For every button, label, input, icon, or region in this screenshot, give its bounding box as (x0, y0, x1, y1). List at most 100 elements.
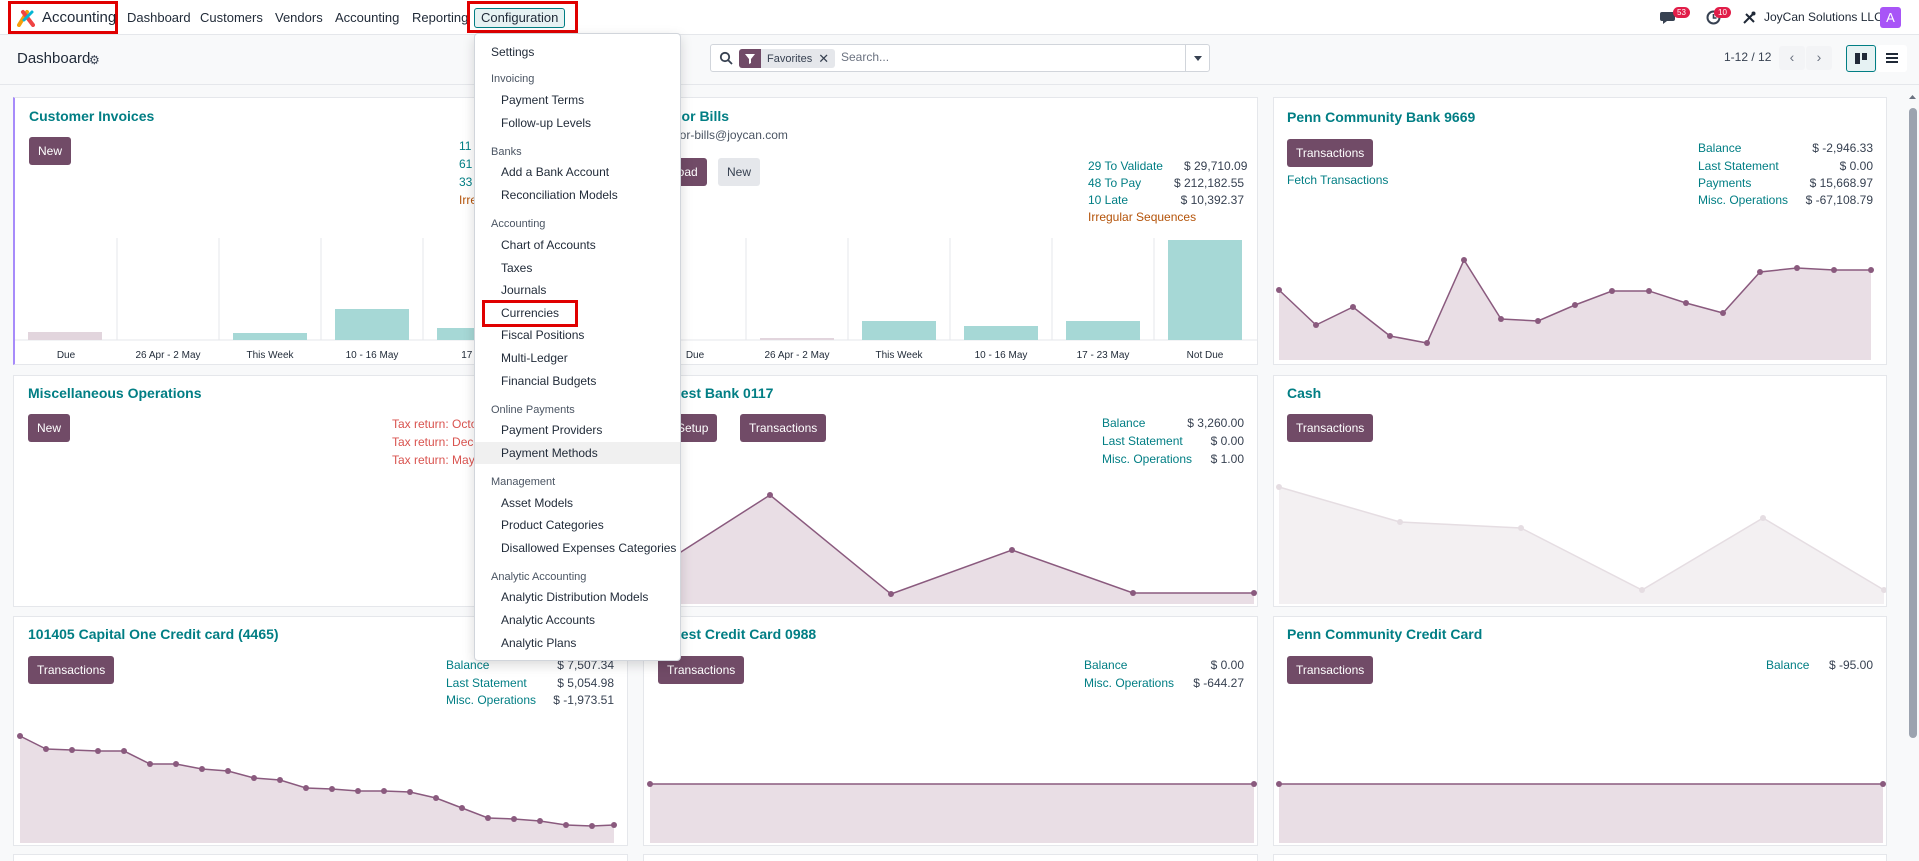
section-header-banks: Banks (491, 146, 522, 158)
misc-operations-label[interactable]: Misc. Operations (1102, 452, 1193, 466)
search-facet-favorites[interactable]: Favorites ✕ (739, 49, 836, 68)
balance-label[interactable]: Balance (446, 658, 490, 672)
menu-customers[interactable]: Customers (200, 10, 263, 25)
tax-return-item[interactable]: Tax return: Octo (392, 417, 478, 431)
search-icon[interactable] (719, 51, 733, 65)
kanban-view-button[interactable] (1846, 45, 1876, 72)
misc-operations-label[interactable]: Misc. Operations (1084, 676, 1175, 690)
card-title[interactable]: Miscellaneous Operations (28, 385, 202, 401)
menu-item-add-bank-account[interactable]: Add a Bank Account (501, 165, 610, 179)
balance-label[interactable]: Balance (1698, 141, 1742, 155)
new-entry-button[interactable]: New (28, 414, 71, 442)
messages-count-badge: 53 (1673, 7, 1690, 18)
bills-stat-link[interactable]: 10 Late (1088, 193, 1129, 207)
search-input[interactable] (841, 50, 1181, 64)
card-title[interactable]: vest Bank 0117 (673, 385, 774, 401)
menu-accounting[interactable]: Accounting (335, 10, 400, 25)
menu-item-disallowed-expenses-categories[interactable]: Disallowed Expenses Categories (501, 541, 677, 555)
irregular-sequences-link[interactable]: Irregular Sequences (1088, 210, 1197, 224)
app-brand[interactable]: Accounting (8, 1, 118, 34)
transactions-button[interactable]: Transactions (658, 656, 745, 684)
card-title[interactable]: Customer Invoices (29, 108, 155, 124)
menu-item-multi-ledger[interactable]: Multi-Ledger (501, 351, 568, 365)
tax-return-item[interactable]: Tax return: Dece (392, 435, 481, 449)
misc-operations-label[interactable]: Misc. Operations (446, 693, 537, 707)
pager-value[interactable]: 1-12 / 12 (1724, 50, 1772, 64)
payments-amount: $ 15,668.97 (1809, 176, 1873, 190)
bills-stat-link[interactable]: 48 To Pay (1088, 176, 1142, 190)
card-title[interactable]: Cash (1287, 385, 1322, 401)
menu-item-fiscal-positions[interactable]: Fiscal Positions (501, 328, 585, 342)
last-statement-label[interactable]: Last Statement (1698, 159, 1779, 173)
menu-dashboard[interactable]: Dashboard (127, 10, 191, 25)
card-title[interactable]: vest Credit Card 0988 (673, 626, 817, 642)
transactions-button[interactable]: Transactions (740, 414, 827, 442)
pager-previous-button[interactable]: ‹ (1779, 46, 1805, 70)
list-view-button[interactable] (1877, 45, 1907, 72)
misc-operations-label[interactable]: Misc. Operations (1698, 193, 1789, 207)
balance-line-chart (647, 781, 1257, 843)
irregular-sequences-link[interactable]: Irre (459, 193, 477, 207)
last-statement-label[interactable]: Last Statement (446, 676, 527, 690)
transactions-button[interactable]: Transactions (1287, 139, 1374, 167)
scrollbar-thumb[interactable] (1909, 108, 1917, 738)
category-label: This Week (875, 350, 923, 361)
gear-icon[interactable]: ⚙ (89, 53, 100, 67)
card-title[interactable]: Penn Community Bank 9669 (1287, 109, 1476, 125)
close-icon[interactable]: ✕ (818, 50, 830, 66)
messages-icon[interactable] (1660, 10, 1677, 25)
new-bill-button[interactable]: New (718, 158, 761, 186)
fetch-transactions-link[interactable]: Fetch Transactions (1287, 173, 1389, 187)
menu-item-payment-terms[interactable]: Payment Terms (501, 93, 585, 107)
menu-item-payment-methods[interactable]: Payment Methods (475, 442, 680, 464)
menu-item-taxes[interactable]: Taxes (501, 261, 533, 275)
menu-item-reconciliation-models[interactable]: Reconciliation Models (501, 188, 618, 202)
menu-configuration[interactable]: Configuration (474, 8, 566, 28)
tax-return-item[interactable]: Tax return: May (392, 453, 475, 467)
bills-stat-amount: $ 212,182.55 (1174, 176, 1245, 190)
balance-label[interactable]: Balance (1766, 658, 1810, 672)
card-title[interactable]: 101405 Capital One Credit card (4465) (28, 626, 279, 642)
card-title[interactable]: dor Bills (673, 108, 730, 124)
transactions-button[interactable]: Transactions (1287, 656, 1374, 684)
company-switcher[interactable]: JoyCan Solutions LLC (1764, 10, 1883, 24)
last-statement-label[interactable]: Last Statement (1102, 434, 1183, 448)
menu-item-financial-budgets[interactable]: Financial Budgets (501, 374, 597, 388)
transactions-button[interactable]: Transactions (1287, 414, 1374, 442)
balance-amount: $ 7,507.34 (557, 658, 614, 672)
invoice-stat-link[interactable]: 61 (459, 157, 473, 171)
card-partial (1273, 854, 1887, 861)
balance-label[interactable]: Balance (1102, 416, 1146, 430)
user-avatar[interactable]: A (1880, 7, 1901, 28)
menu-vendors[interactable]: Vendors (275, 10, 323, 25)
menu-item-product-categories[interactable]: Product Categories (501, 518, 604, 532)
menu-reporting[interactable]: Reporting (412, 10, 469, 25)
pager-next-button[interactable]: › (1806, 46, 1832, 70)
menu-item-follow-up-levels[interactable]: Follow-up Levels (501, 116, 592, 130)
section-header-online-payments: Online Payments (491, 404, 575, 416)
transactions-button[interactable]: Transactions (28, 656, 115, 684)
new-invoice-button[interactable]: New (29, 137, 72, 165)
invoice-stat-link[interactable]: 33 (459, 175, 473, 189)
page-scrollbar[interactable] (1906, 90, 1919, 861)
menu-item-currencies[interactable]: Currencies (501, 306, 560, 320)
category-label: 10 - 16 May (345, 350, 399, 361)
menu-item-settings[interactable]: Settings (491, 45, 535, 59)
menu-item-analytic-accounts[interactable]: Analytic Accounts (501, 613, 596, 627)
menu-item-analytic-distribution-models[interactable]: Analytic Distribution Models (501, 590, 649, 604)
menu-item-asset-models[interactable]: Asset Models (501, 496, 574, 510)
payments-label[interactable]: Payments (1698, 176, 1752, 190)
invoice-stat-link[interactable]: 11 (459, 139, 472, 153)
card-title[interactable]: Penn Community Credit Card (1287, 626, 1483, 642)
configuration-highlight: Configuration (467, 1, 578, 33)
menu-item-journals[interactable]: Journals (501, 283, 547, 297)
scroll-up-icon[interactable] (1906, 92, 1919, 102)
balance-label[interactable]: Balance (1084, 658, 1128, 672)
bills-stat-link[interactable]: 29 To Validate (1088, 159, 1163, 173)
menu-item-chart-of-accounts[interactable]: Chart of Accounts (501, 238, 596, 252)
search-options-toggle[interactable] (1185, 45, 1209, 71)
tools-icon[interactable] (1743, 11, 1756, 24)
bar-this-week (862, 321, 936, 340)
menu-item-analytic-plans[interactable]: Analytic Plans (501, 636, 577, 650)
menu-item-payment-providers[interactable]: Payment Providers (501, 423, 603, 437)
